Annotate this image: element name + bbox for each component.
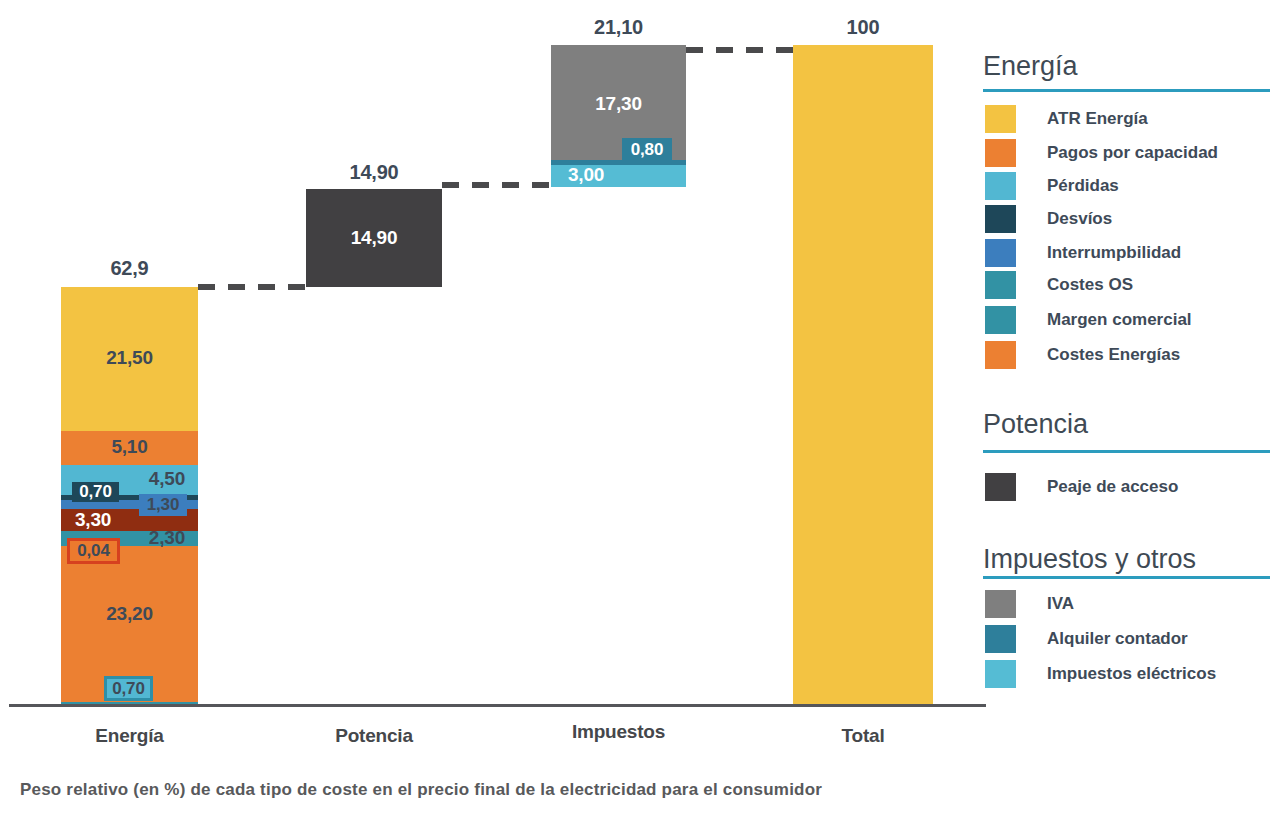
connector-energia-potencia: [198, 284, 306, 290]
legend-section-title-impuestos: Impuestos y otros: [983, 543, 1196, 575]
legend-section-title-potencia: Potencia: [983, 408, 1088, 440]
legend-label-pagos-capacidad: Pagos por capacidad: [1047, 139, 1218, 167]
legend-swatch-pagos-capacidad: [985, 139, 1016, 167]
bar-total-label: 100: [793, 16, 933, 39]
segment-label-0-70-bottom: 0,70: [104, 676, 153, 701]
legend-label-iva: IVA: [1047, 590, 1074, 618]
legend-label-peaje-acceso: Peaje de acceso: [1047, 473, 1178, 501]
legend-label-alquiler-contador: Alquiler contador: [1047, 625, 1188, 653]
bar-total: [793, 45, 933, 706]
legend-section-title-energia: Energía: [983, 50, 1078, 82]
legend-swatch-interrumpibilidad: [985, 239, 1016, 267]
legend-swatch-impuestos-electricos: [985, 660, 1016, 688]
legend-label-costes-os: Costes OS: [1047, 271, 1133, 299]
legend-label-impuestos-electricos: Impuestos eléctricos: [1047, 660, 1216, 688]
legend-label-perdidas: Pérdidas: [1047, 172, 1119, 200]
segment-label-0-80: 0,80: [622, 138, 672, 161]
segment-label-14-90: 14,90: [306, 227, 442, 249]
legend-rule-energia: [983, 89, 1270, 92]
segment-label-23-20: 23,20: [61, 603, 198, 625]
bar-energia-total-label: 62,9: [61, 257, 198, 280]
segment-label-1-30-interrumpibilidad: 1,30: [139, 494, 187, 516]
legend-label-atr-energia: ATR Energía: [1047, 105, 1148, 133]
legend-swatch-margen-comercial: [985, 306, 1016, 334]
segment-label-5-10: 5,10: [61, 436, 198, 458]
legend-label-margen-comercial: Margen comercial: [1047, 306, 1192, 334]
x-axis-label-total: Total: [793, 725, 933, 747]
chart-canvas: 62,9 21,50 5,10 4,50 0,70 1,30 3,30 2,30…: [0, 0, 1280, 817]
segment-label-17-30: 17,30: [551, 93, 686, 115]
bar-impuestos-total-label: 21,10: [551, 16, 686, 39]
legend-rule-impuestos: [983, 576, 1270, 579]
segment-label-3-00: 3,00: [568, 164, 604, 186]
legend-swatch-costes-os: [985, 271, 1016, 299]
segment-label-0-04: 0,04: [67, 538, 120, 564]
x-axis-line: [9, 704, 986, 707]
bar-potencia-total-label: 14,90: [306, 161, 442, 184]
legend-rule-potencia: [983, 450, 1270, 453]
x-axis-label-energia: Energía: [61, 725, 198, 747]
segment-label-0-70-desvios: 0,70: [72, 482, 119, 502]
legend-label-interrumpibilidad: Interrumpbilidad: [1047, 239, 1181, 267]
x-axis-label-impuestos: Impuestos: [551, 721, 686, 743]
legend-swatch-costes-energias: [985, 341, 1016, 369]
legend-swatch-desvios: [985, 205, 1016, 233]
connector-potencia-impuestos: [442, 182, 551, 188]
legend-swatch-perdidas: [985, 172, 1016, 200]
legend-swatch-alquiler-contador: [985, 625, 1016, 653]
segment-label-21-50: 21,50: [61, 347, 198, 369]
legend-label-desvios: Desvíos: [1047, 205, 1112, 233]
x-axis-label-potencia: Potencia: [306, 725, 442, 747]
chart-caption: Peso relativo (en %) de cada tipo de cos…: [20, 780, 822, 800]
legend-swatch-atr-energia: [985, 105, 1016, 133]
legend-label-costes-energias: Costes Energías: [1047, 341, 1180, 369]
connector-impuestos-total: [686, 47, 793, 53]
legend-swatch-peaje-acceso: [985, 473, 1016, 501]
legend-swatch-iva: [985, 590, 1016, 618]
